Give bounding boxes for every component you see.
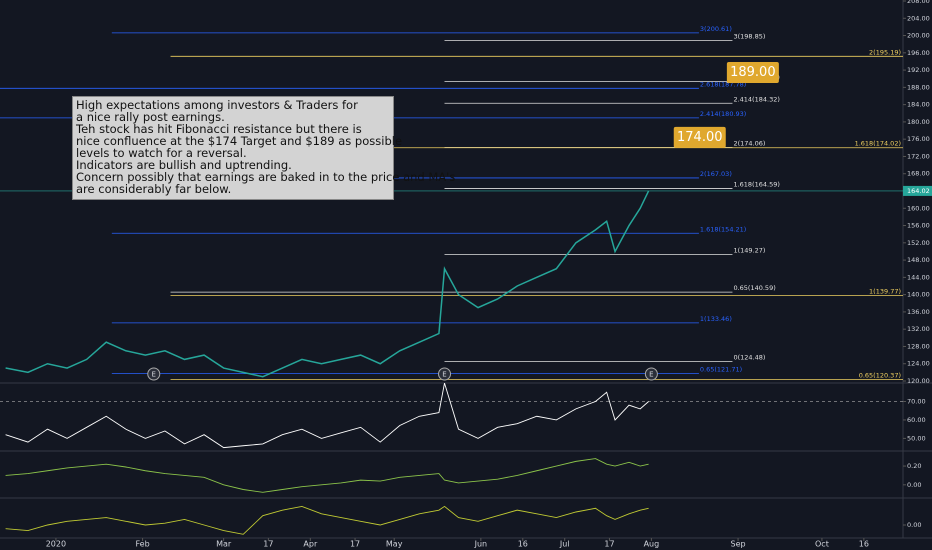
indicator-tick-label: 0.00 bbox=[907, 521, 921, 529]
earnings-label: E bbox=[442, 371, 446, 379]
x-tick-label: Sep bbox=[731, 540, 746, 549]
x-tick-label: Jun bbox=[474, 540, 488, 549]
fib-label: 1(149.27) bbox=[733, 247, 765, 255]
fib-label: 1(139.77) bbox=[869, 288, 901, 296]
y-tick-label: 128.00 bbox=[907, 342, 930, 350]
x-tick-label: 17 bbox=[350, 540, 360, 549]
y-tick-label: 132.00 bbox=[907, 325, 930, 333]
fib-label: 0.65(121.71) bbox=[700, 366, 742, 374]
fib-label: 3(200.61) bbox=[700, 25, 732, 33]
price-line bbox=[5, 190, 650, 378]
fib-label: 2.618(187.78) bbox=[700, 80, 746, 88]
y-tick-label: 152.00 bbox=[907, 239, 930, 247]
x-tick-label: Aug bbox=[644, 540, 660, 549]
earnings-marker bbox=[644, 367, 658, 381]
x-tick-label: Mar bbox=[216, 540, 232, 549]
fib-label: 0.65(140.59) bbox=[733, 284, 775, 292]
y-tick-label: 136.00 bbox=[907, 308, 930, 316]
annotation-line: a nice rally post earnings. bbox=[76, 110, 225, 125]
callout-box bbox=[726, 62, 779, 84]
callout-label: 174.00 bbox=[677, 130, 723, 145]
y-tick-label: 144.00 bbox=[907, 273, 930, 281]
y-tick-label: 160.00 bbox=[907, 204, 930, 212]
y-tick-label: 168.00 bbox=[907, 170, 930, 178]
y-tick-label: 140.00 bbox=[907, 291, 930, 299]
fib-label: 2.414(184.32) bbox=[733, 95, 779, 103]
annotation-line: Indicators are bullish and uptrending. bbox=[76, 158, 292, 173]
annotation-line: nice confluence at the $174 Target and $… bbox=[76, 134, 403, 149]
y-tick-label: 204.00 bbox=[907, 14, 930, 22]
earnings-marker bbox=[147, 367, 161, 381]
fib-label: 1.618(154.21) bbox=[700, 225, 746, 233]
y-tick-label: 196.00 bbox=[907, 49, 930, 57]
fib-label: 2(174.06) bbox=[733, 140, 765, 148]
y-tick-label: 120.00 bbox=[907, 377, 930, 385]
earnings-marker bbox=[438, 367, 452, 381]
fib-label: 3(198.85) bbox=[733, 33, 765, 41]
annotation-box: High expectations among investors & Trad… bbox=[72, 96, 456, 200]
x-tick-label: 17 bbox=[263, 540, 273, 549]
y-tick-label: 156.00 bbox=[907, 222, 930, 230]
indicator-line bbox=[5, 458, 649, 493]
y-tick-label: 192.00 bbox=[907, 66, 930, 74]
y-tick-label: 176.00 bbox=[907, 135, 930, 143]
x-tick-label: May bbox=[386, 540, 403, 549]
fib-label: 2(167.03) bbox=[700, 170, 732, 178]
indicator-tick-label: 0.20 bbox=[907, 462, 921, 470]
callout-label: 189.00 bbox=[730, 65, 776, 80]
y-tick-label: 148.00 bbox=[907, 256, 930, 264]
x-tick-label: 16 bbox=[518, 540, 528, 549]
fib-label: 1(133.46) bbox=[700, 315, 732, 323]
y-tick-label: 172.00 bbox=[907, 152, 930, 160]
annotation-line: Teh stock has hit Fibonacci resistance b… bbox=[76, 122, 362, 137]
indicator-line bbox=[5, 505, 649, 535]
callout-box bbox=[673, 126, 726, 148]
indicator-line bbox=[5, 382, 649, 449]
last-price-box bbox=[903, 185, 932, 196]
price-axis-bg bbox=[903, 0, 932, 550]
y-tick-label: 180.00 bbox=[907, 118, 930, 126]
indicator-tick-label: 50.00 bbox=[907, 434, 926, 442]
indicator-tick-label: 70.00 bbox=[907, 398, 926, 406]
annotation-line: Concern possibly that earnings are baked… bbox=[76, 170, 456, 185]
indicator-tick-label: 60.00 bbox=[907, 416, 926, 424]
fib-label: 0.65(120.37) bbox=[859, 371, 901, 379]
x-tick-label: 16 bbox=[859, 540, 869, 549]
y-tick-label: 124.00 bbox=[907, 360, 930, 368]
fib-label: 1.618(174.02) bbox=[855, 140, 901, 148]
last-price-label: 164.02 bbox=[907, 187, 930, 195]
x-tick-label: 17 bbox=[604, 540, 614, 549]
earnings-label: E bbox=[649, 371, 653, 379]
annotation-line: levels to watch for a reversal. bbox=[76, 146, 247, 161]
y-tick-label: 188.00 bbox=[907, 83, 930, 91]
y-tick-label: 200.00 bbox=[907, 32, 930, 40]
fib-label: 2.414(180.93) bbox=[700, 110, 746, 118]
fib-label: 0(124.48) bbox=[733, 354, 765, 362]
fib-label: 2(195.19) bbox=[869, 48, 901, 56]
annotation-line: are considerably far below. bbox=[76, 182, 232, 197]
x-tick-label: Jul bbox=[559, 540, 570, 549]
x-tick-label: Apr bbox=[303, 540, 318, 549]
fib-label: 1.618(164.59) bbox=[733, 180, 779, 188]
y-tick-label: 184.00 bbox=[907, 101, 930, 109]
x-tick-label: Feb bbox=[135, 540, 149, 549]
x-tick-label: 2020 bbox=[46, 540, 66, 549]
earnings-label: E bbox=[152, 371, 156, 379]
annotation-line: High expectations among investors & Trad… bbox=[76, 98, 358, 112]
y-tick-label: 208.00 bbox=[907, 0, 930, 5]
x-tick-label: Oct bbox=[815, 540, 829, 549]
indicator-tick-label: 0.00 bbox=[907, 481, 921, 489]
